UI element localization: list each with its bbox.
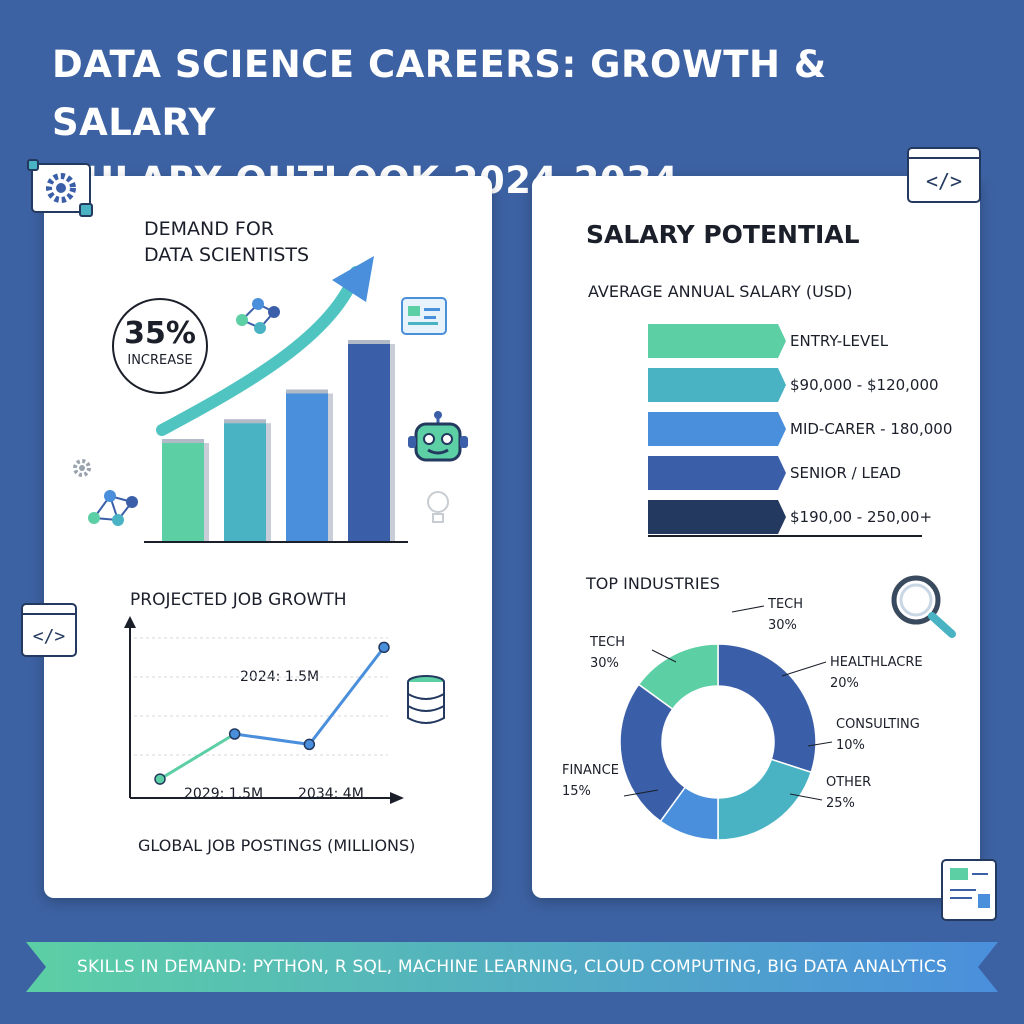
salary-card: SALARY POTENTIAL AVERAGE ANNUAL SALARY (… (532, 176, 980, 898)
increase-badge: 35% INCREASE (112, 298, 208, 394)
pie-label-other-value: 25% (826, 796, 855, 811)
pie-label-consulting: CONSULTING 10% (836, 714, 920, 756)
pie-label-consulting-value: 10% (836, 738, 865, 753)
growth-point (154, 773, 166, 785)
badge-value: 35% (124, 316, 196, 351)
salary-segments (648, 324, 786, 534)
demand-bar-1 (162, 439, 209, 542)
growth-annotation-2029: 2029: 1.5M (184, 786, 263, 802)
growth-point (378, 641, 390, 654)
pie-label-finance-name: FINANCE (562, 763, 619, 778)
dashboard-icon (401, 297, 447, 335)
job-growth-line-chart: 2024: 1.5M 2029: 1.5M 2034: 4M (124, 616, 404, 804)
salary-segment-1 (648, 324, 786, 358)
lightbulb-icon (427, 491, 449, 523)
salary-segment-label-3: MID-CARER - 180,000 (790, 420, 953, 438)
magnifier-icon (891, 575, 956, 638)
salary-segment-label-4: SENIOR / LEAD (790, 464, 902, 482)
pie-label-healthcare-name: HEALTHLACRE (830, 655, 923, 670)
growth-point (228, 728, 241, 740)
growth-xlabel: GLOBAL JOB POSTINGS (MILLIONS) (138, 836, 416, 855)
code-icon-left: </> (21, 603, 77, 657)
demand-bar-2 (224, 419, 271, 542)
demand-title: DEMAND FOR DATA SCIENTISTS (144, 216, 344, 268)
growth-line-segment (159, 732, 236, 781)
pie-label-tech-left-name: TECH (590, 635, 626, 650)
salary-segment-label-1: ENTRY-LEVEL (790, 332, 889, 350)
pie-label-finance-value: 15% (562, 784, 591, 799)
salary-segment-3 (648, 412, 786, 446)
growth-arrow (156, 266, 362, 436)
document-icon (941, 859, 997, 921)
growth-arrowhead (332, 256, 374, 302)
donut-slice-finance (637, 643, 719, 711)
pie-label-consulting-name: CONSULTING (836, 717, 920, 732)
pie-label-healthcare: HEALTHLACRE 20% (830, 652, 923, 694)
salary-underline (648, 535, 922, 537)
demand-bar-chart (144, 256, 408, 543)
growth-point (303, 738, 316, 751)
svg-text:</>: </> (926, 169, 962, 193)
pie-label-other: OTHER 25% (826, 772, 871, 814)
salary-segment-label-2: $90,000 - $120,000 (790, 376, 939, 394)
demand-bar-3 (286, 389, 333, 542)
skills-ribbon (26, 942, 998, 992)
database-icon (407, 675, 445, 724)
pie-label-finance: FINANCE 15% (562, 760, 619, 802)
x-axis-arrow (390, 792, 404, 804)
salary-subtitle: AVERAGE ANNUAL SALARY (USD) (588, 282, 853, 301)
demand-bar-4 (348, 340, 395, 542)
network-icon (236, 298, 280, 334)
svg-text:</>: </> (33, 626, 66, 647)
growth-annotation-2034: 2034: 4M (298, 786, 364, 802)
pie-label-tech-left-value: 30% (590, 656, 619, 671)
growth-line-segment (308, 646, 386, 746)
industries-donut-chart (619, 643, 817, 841)
pie-label-other-name: OTHER (826, 775, 872, 790)
pie-label-tech-top: TECH 30% (768, 594, 803, 636)
salary-segment-5 (648, 500, 786, 534)
y-axis-arrow (124, 616, 136, 628)
salary-segment-4 (648, 456, 786, 490)
demand-title-line-2: DATA SCIENTISTS (144, 244, 310, 266)
code-icon-right: </> (907, 147, 981, 203)
pie-label-tech-top-name: TECH (768, 597, 804, 612)
network-icon-small (88, 490, 138, 526)
demand-card: DEMAND FOR DATA SCIENTISTS 35% INCREASE … (44, 176, 492, 898)
pie-label-healthcare-value: 20% (830, 676, 859, 691)
robot-icon (408, 411, 468, 462)
skills-text: SKILLS IN DEMAND: PYTHON, R SQL, MACHINE… (77, 957, 947, 977)
donut-slice-tech (717, 643, 817, 774)
pie-label-tech-top-value: 30% (768, 618, 797, 633)
demand-title-line-1: DEMAND FOR (144, 218, 274, 240)
pie-label-tech-left: TECH 30% (590, 632, 625, 674)
title-line-1: DATA SCIENCE CAREERS: GROWTH & SALARY (52, 43, 827, 144)
salary-segment-2 (648, 368, 786, 402)
salary-segment-label-5: $190,00 - 250,00+ (790, 508, 933, 526)
gear-icon (27, 159, 93, 217)
growth-title: PROJECTED JOB GROWTH (130, 590, 347, 610)
growth-line-segment (234, 732, 310, 746)
badge-label: INCREASE (127, 353, 193, 368)
gear-icon-small (73, 459, 91, 477)
salary-title: SALARY POTENTIAL (586, 220, 860, 249)
industries-title: TOP INDUSTRIES (586, 574, 720, 593)
pie-leader-lines (623, 605, 833, 801)
